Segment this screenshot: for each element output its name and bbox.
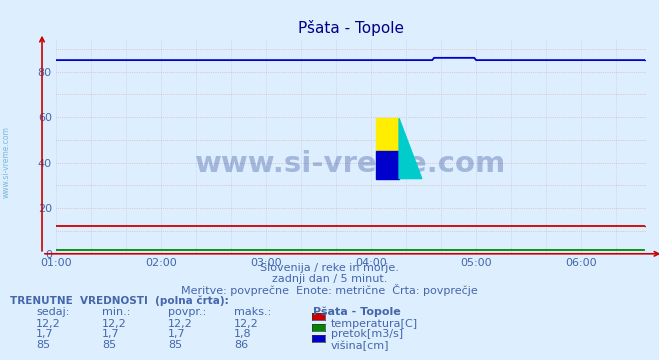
- Text: TRENUTNE  VREDNOSTI  (polna črta):: TRENUTNE VREDNOSTI (polna črta):: [10, 296, 229, 306]
- Bar: [376, 151, 399, 179]
- Polygon shape: [399, 118, 422, 179]
- Text: www.si-vreme.com: www.si-vreme.com: [195, 150, 507, 178]
- Text: 86: 86: [234, 340, 248, 350]
- Text: pretok[m3/s]: pretok[m3/s]: [331, 329, 403, 339]
- Text: 12,2: 12,2: [168, 319, 193, 329]
- Text: Meritve: povprečne  Enote: metrične  Črta: povprečje: Meritve: povprečne Enote: metrične Črta:…: [181, 284, 478, 296]
- Text: temperatura[C]: temperatura[C]: [331, 319, 418, 329]
- Text: min.:: min.:: [102, 307, 130, 317]
- Text: višina[cm]: višina[cm]: [331, 340, 389, 351]
- Text: 85: 85: [36, 340, 50, 350]
- Text: Pšata - Topole: Pšata - Topole: [313, 307, 401, 317]
- Text: 12,2: 12,2: [36, 319, 61, 329]
- Text: 1,7: 1,7: [102, 329, 120, 339]
- Text: 85: 85: [102, 340, 116, 350]
- Text: sedaj:: sedaj:: [36, 307, 70, 317]
- Text: Slovenija / reke in morje.: Slovenija / reke in morje.: [260, 263, 399, 273]
- Text: 1,7: 1,7: [168, 329, 186, 339]
- Text: 12,2: 12,2: [102, 319, 127, 329]
- Text: 12,2: 12,2: [234, 319, 259, 329]
- Bar: [376, 118, 399, 151]
- Text: maks.:: maks.:: [234, 307, 272, 317]
- Text: zadnji dan / 5 minut.: zadnji dan / 5 minut.: [272, 274, 387, 284]
- Text: www.si-vreme.com: www.si-vreme.com: [2, 126, 11, 198]
- Text: 1,7: 1,7: [36, 329, 54, 339]
- Text: povpr.:: povpr.:: [168, 307, 206, 317]
- Text: 1,8: 1,8: [234, 329, 252, 339]
- Title: Pšata - Topole: Pšata - Topole: [298, 20, 404, 36]
- Text: 85: 85: [168, 340, 182, 350]
